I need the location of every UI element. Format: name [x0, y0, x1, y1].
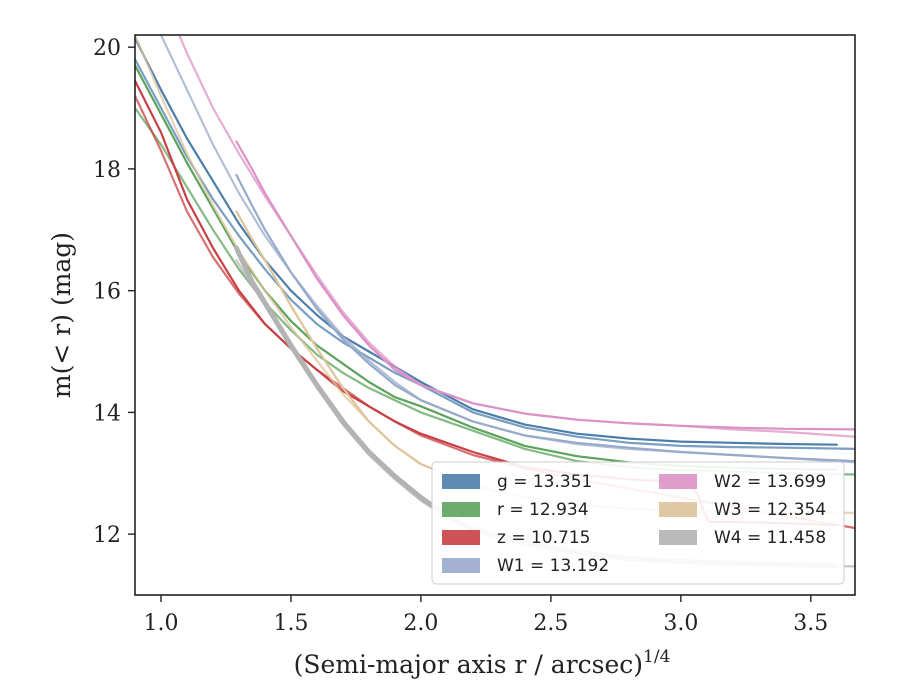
y-axis: 12 14 16 18 20: [93, 36, 135, 548]
y-tick-label: 18: [93, 158, 121, 183]
x-tick-label: 3.5: [793, 611, 828, 636]
x-tick-label: 2.5: [533, 611, 568, 636]
legend-label-w3-12-354: W3 = 12.354: [714, 500, 826, 520]
x-tick-label: 3.0: [663, 611, 698, 636]
y-tick-label: 16: [93, 280, 121, 305]
y-tick-label: 20: [93, 36, 121, 61]
legend-swatch-z-10-715: [442, 530, 480, 545]
series-w1-13-192-model-line: [235, 173, 855, 463]
x-axis-label: (Semi-major axis r / arcsec)1/4: [294, 647, 671, 679]
legend-swatch-w1-13-192: [442, 558, 480, 573]
y-tick-label: 14: [93, 401, 121, 426]
legend-swatch-r-12-934: [442, 502, 480, 517]
plot-frame: [134, 34, 856, 596]
legend-label-g-13-351: g = 13.351: [497, 472, 592, 492]
legend-label-w4-11-458: W4 = 11.458: [714, 528, 826, 548]
x-tick-label: 1.0: [143, 611, 178, 636]
x-tick-label: 1.5: [273, 611, 308, 636]
x-axis: 1.0 1.5 2.0 2.5 3.0 3.5: [143, 595, 828, 636]
y-axis-label: m(< r) (mag): [47, 232, 76, 398]
legend-swatch-w4-11-458: [659, 530, 697, 545]
x-tick-label: 2.0: [403, 611, 438, 636]
legend: g = 13.351 r = 12.934 z = 10.715 W1 = 13.19…: [431, 461, 845, 585]
legend-label-r-12-934: r = 12.934: [497, 500, 589, 520]
y-tick-label: 12: [93, 523, 121, 548]
legend-label-z-10-715: z = 10.715: [497, 528, 590, 548]
series-w2-13-699-model-line: [235, 140, 855, 431]
legend-label-w1-13-192: W1 = 13.192: [497, 556, 609, 576]
legend-label-w2-13-699: W2 = 13.699: [714, 472, 826, 492]
x-axis-label-superscript: 1/4: [643, 647, 670, 667]
legend-swatch-w2-13-699: [659, 474, 697, 489]
series-g-13-351-data-line: [135, 58, 855, 450]
legend-swatch-w3-12-354: [659, 502, 697, 517]
legend-swatch-g-13-351: [442, 474, 480, 489]
legend-box: [431, 461, 845, 585]
